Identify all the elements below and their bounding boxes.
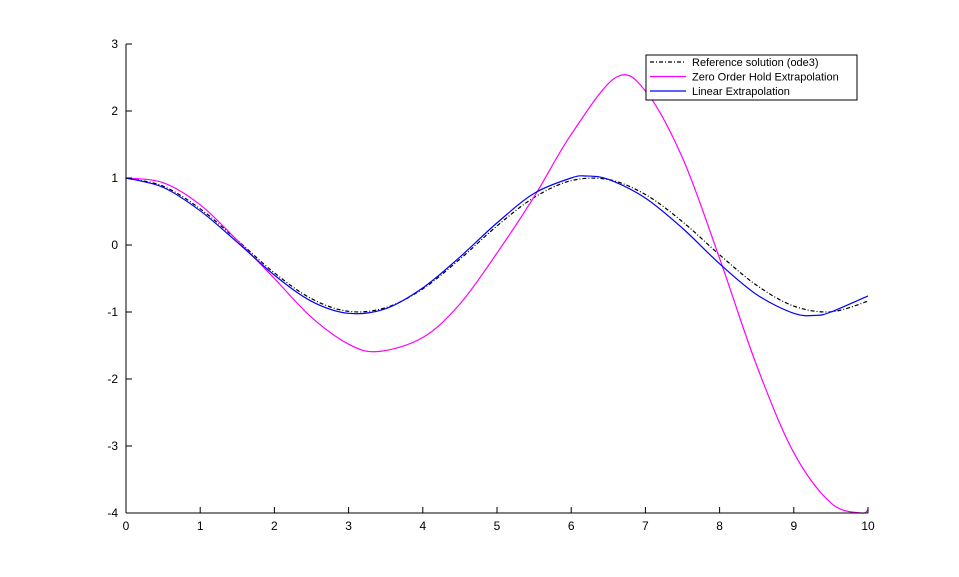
y-tick-label: 0 (111, 238, 118, 252)
series-line-zero-order-hold-extrapolation (125, 74, 869, 514)
x-tick-label: 2 (271, 519, 278, 533)
x-tick-label: 3 (345, 519, 352, 533)
x-tick-label: 10 (861, 519, 875, 533)
x-tick-label: 5 (494, 519, 501, 533)
axes-layer: 0 1 2 3 4 5 6 7 8 9 10 -4 -3 -2 -1 0 1 2 3 (107, 37, 875, 533)
legend-label-linear-extrapolation: Linear Extrapolation (692, 86, 790, 98)
x-tick-label: 1 (197, 519, 204, 533)
y-tick-label: -1 (107, 305, 118, 319)
x-tick-label: 8 (716, 519, 723, 533)
plot-area (126, 44, 868, 513)
x-tick-label: 0 (123, 519, 130, 533)
y-tick-label: -4 (107, 506, 118, 520)
x-tick-label: 7 (642, 519, 649, 533)
series-line-linear-extrapolation (125, 175, 869, 317)
legend: Reference solution (ode3) Zero Order Hold… (645, 54, 858, 101)
legend-box (645, 54, 858, 101)
legend-label-reference-solution-ode3: Reference solution (ode3) (692, 57, 819, 69)
series-line-reference-solution-ode3 (125, 177, 869, 313)
legend-label-zero-order-hold-extrapolation: Zero Order Hold Extrapolation (692, 72, 839, 84)
x-tick-label: 9 (790, 519, 797, 533)
y-tick-label: 3 (111, 37, 118, 51)
y-tick-label: 2 (111, 104, 118, 118)
y-tick-label: -2 (107, 372, 118, 386)
y-tick-label: -3 (107, 439, 118, 453)
x-tick-label: 4 (419, 519, 426, 533)
x-tick-label: 6 (568, 519, 575, 533)
series-layer (125, 74, 869, 514)
y-tick-label: 1 (111, 171, 118, 185)
